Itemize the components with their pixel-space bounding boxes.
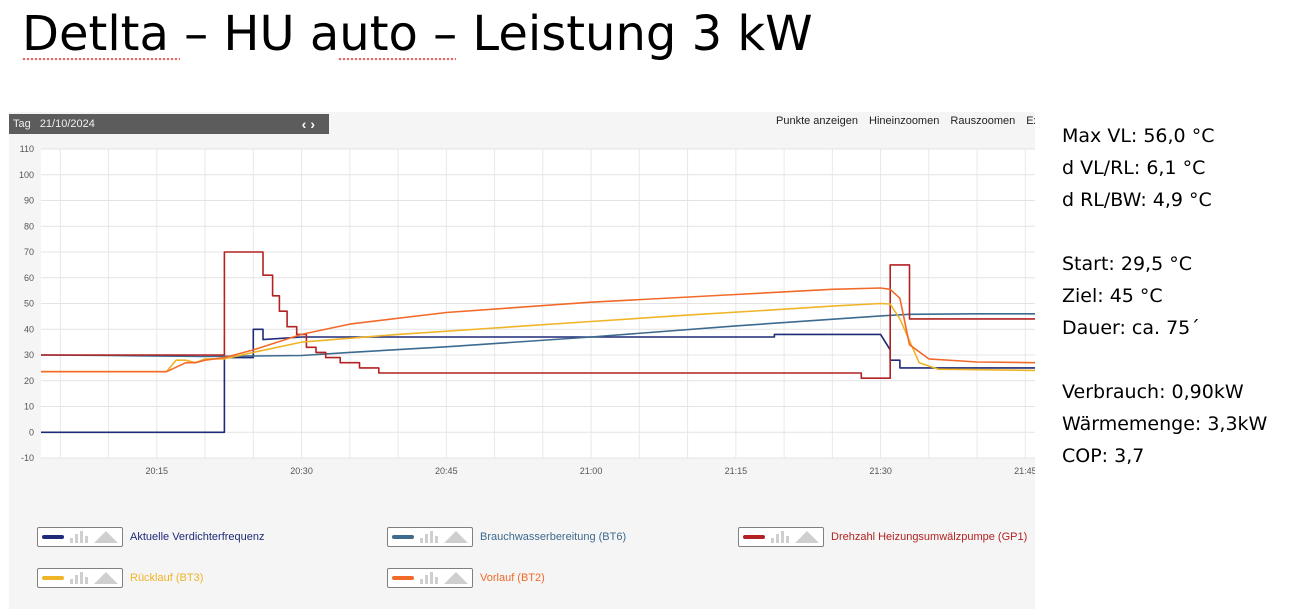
series-line-drehzahl-heizungsumw-lzpumpe-gp1 bbox=[41, 251, 1035, 380]
legend-swatch bbox=[392, 576, 414, 580]
date-nav: ‹› bbox=[302, 114, 319, 134]
bar-chart-icon bbox=[420, 572, 438, 584]
legend-label: Vorlauf (BT2) bbox=[480, 572, 545, 584]
info-dauer: Dauer: ca. 75´ bbox=[1062, 317, 1200, 339]
date-label: Tag bbox=[13, 118, 31, 130]
slide-title: Detlta – HU auto – Leistung 3 kW bbox=[22, 6, 813, 62]
chevron-right-icon[interactable]: › bbox=[310, 116, 319, 132]
x-tick-label: 20:15 bbox=[146, 466, 169, 476]
area-chart-icon bbox=[444, 572, 468, 584]
legend-toggle bbox=[387, 527, 473, 547]
date-value: 21/10/2024 bbox=[39, 118, 95, 130]
series-line-vorlauf-bt2 bbox=[41, 287, 1035, 373]
y-tick-label: 20 bbox=[24, 376, 34, 386]
y-tick-label: 40 bbox=[24, 324, 34, 334]
legend-item[interactable]: Vorlauf (BT2) bbox=[387, 566, 545, 590]
info-verbrauch: Verbrauch: 0,90kW bbox=[1062, 381, 1244, 403]
y-tick-label: 70 bbox=[24, 247, 34, 257]
info-spacer bbox=[1062, 216, 1267, 248]
y-tick-label: 30 bbox=[24, 350, 34, 360]
legend-item[interactable]: Rücklauf (BT3) bbox=[37, 566, 203, 590]
area-chart-icon bbox=[94, 531, 118, 543]
y-tick-label: 0 bbox=[29, 427, 34, 437]
info-d-vl-rl: d VL/RL: 6,1 °C bbox=[1062, 157, 1206, 179]
series-line-r-cklauf-bt3 bbox=[41, 302, 1035, 373]
x-tick-label: 20:45 bbox=[435, 466, 458, 476]
legend-label: Aktuelle Verdichterfrequenz bbox=[130, 531, 265, 543]
x-tick-label: 21:45 bbox=[1014, 466, 1035, 476]
area-chart-icon bbox=[94, 572, 118, 584]
y-tick-label: 80 bbox=[24, 221, 34, 231]
legend-swatch bbox=[42, 576, 64, 580]
zoom-in-button[interactable]: Hineinzoomen bbox=[869, 115, 940, 127]
legend-toggle bbox=[37, 568, 123, 588]
info-max-vl: Max VL: 56,0 °C bbox=[1062, 125, 1215, 147]
x-tick-label: 21:30 bbox=[869, 466, 892, 476]
legend-item[interactable]: Aktuelle Verdichterfrequenz bbox=[37, 525, 265, 549]
legend-label: Drehzahl Heizungsumwälzpumpe (GP1) bbox=[831, 531, 1028, 543]
info-start: Start: 29,5 °C bbox=[1062, 253, 1192, 275]
area-chart-icon bbox=[444, 531, 468, 543]
legend-item[interactable]: Brauchwasserbereitung (BT6) bbox=[387, 525, 626, 549]
x-tick-label: 21:15 bbox=[725, 466, 748, 476]
line-chart: -10 0 10 20 30 40 50 60 70 80 90 100 110 20:15 20:30 20… bbox=[19, 144, 1035, 476]
legend-toggle bbox=[37, 527, 123, 547]
area-chart-icon bbox=[795, 531, 819, 543]
zoom-out-button[interactable]: Rauszoomen bbox=[950, 115, 1016, 127]
spellcheck-underline-1 bbox=[22, 58, 180, 62]
chevron-left-icon[interactable]: ‹ bbox=[301, 116, 311, 132]
legend-item[interactable]: Drehzahl Heizungsumwälzpumpe (GP1) bbox=[738, 525, 1027, 549]
info-waermemenge: Wärmemenge: 3,3kW bbox=[1062, 413, 1268, 435]
legend-swatch bbox=[392, 535, 414, 539]
legend-label: Rücklauf (BT3) bbox=[130, 572, 204, 584]
bar-chart-icon bbox=[420, 531, 438, 543]
bar-chart-icon bbox=[70, 572, 88, 584]
x-tick-label: 20:30 bbox=[290, 466, 313, 476]
x-tick-label: 21:00 bbox=[580, 466, 603, 476]
info-d-rl-bw: d RL/BW: 4,9 °C bbox=[1062, 189, 1212, 211]
info-spacer bbox=[1062, 344, 1267, 376]
legend-toggle bbox=[738, 527, 824, 547]
spellcheck-underline-2 bbox=[338, 58, 456, 62]
y-tick-label: 50 bbox=[24, 299, 34, 309]
date-selector[interactable]: Tag 21/10/2024 ‹› bbox=[9, 114, 329, 134]
y-tick-label: 60 bbox=[24, 273, 34, 283]
y-tick-label: -10 bbox=[21, 453, 34, 463]
info-ziel: Ziel: 45 °C bbox=[1062, 285, 1163, 307]
bar-chart-icon bbox=[771, 531, 789, 543]
legend-label: Brauchwasserbereitung (BT6) bbox=[480, 531, 627, 543]
chart-toolbar: Punkte anzeigen Hineinzoomen Rauszoomen … bbox=[776, 115, 1035, 127]
show-points-button[interactable]: Punkte anzeigen bbox=[776, 115, 858, 127]
y-tick-label: 110 bbox=[20, 144, 34, 154]
series-line-brauchwasserbereitung-bt6 bbox=[40, 313, 1035, 358]
export-button[interactable]: Ex bbox=[1026, 115, 1035, 127]
legend-swatch bbox=[743, 535, 765, 539]
info-panel: Max VL: 56,0 °C d VL/RL: 6,1 °C d RL/BW:… bbox=[1062, 120, 1267, 472]
legend-toggle bbox=[387, 568, 473, 588]
y-tick-label: 90 bbox=[24, 196, 34, 206]
y-tick-label: 100 bbox=[19, 170, 34, 180]
bar-chart-icon bbox=[70, 531, 88, 543]
y-tick-label: 10 bbox=[24, 402, 34, 412]
chart-panel: -10 0 10 20 30 40 50 60 70 80 90 100 110 20:15 20:30 20… bbox=[9, 112, 1035, 609]
info-cop: COP: 3,7 bbox=[1062, 445, 1145, 467]
legend-swatch bbox=[42, 535, 64, 539]
